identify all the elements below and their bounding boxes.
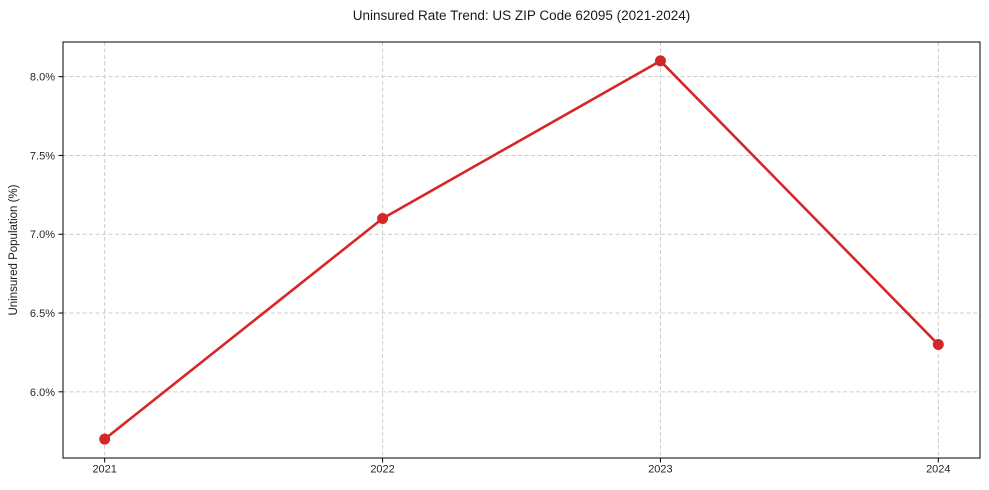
data-point	[377, 212, 389, 224]
data-point	[99, 433, 111, 445]
chart-title: Uninsured Rate Trend: US ZIP Code 62095 …	[352, 8, 691, 23]
y-tick-label: 7.5%	[30, 150, 55, 162]
trend-line	[103, 59, 940, 441]
x-tick-label: 2021	[92, 464, 116, 476]
x-tick-label: 2022	[370, 464, 394, 476]
y-tick-label: 7.0%	[30, 229, 55, 241]
y-tick-label: 8.0%	[30, 72, 55, 84]
y-tick-label: 6.0%	[30, 387, 55, 399]
x-tick-label: 2024	[926, 464, 950, 476]
plot-border	[62, 41, 981, 459]
x-tick-label: 2023	[648, 464, 672, 476]
data-point	[654, 55, 666, 67]
y-tick-label: 6.5%	[30, 308, 55, 320]
data-point	[932, 339, 944, 351]
